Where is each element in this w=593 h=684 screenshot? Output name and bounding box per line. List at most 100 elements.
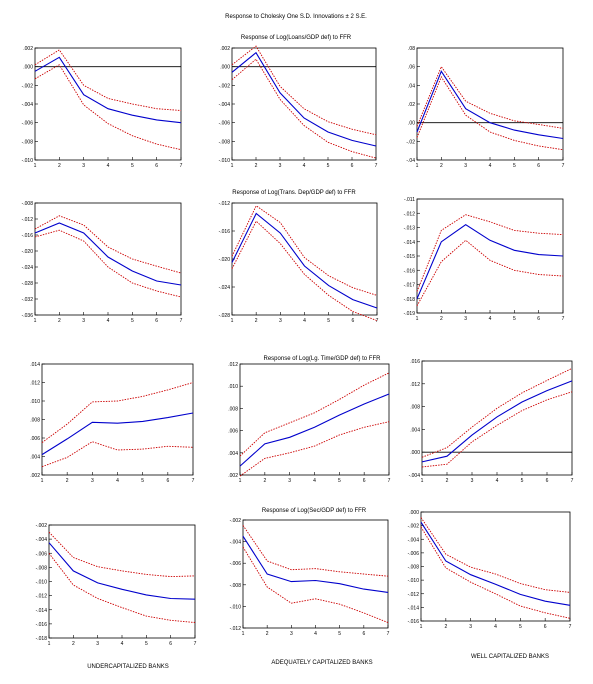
x-tick-label: 5 — [327, 318, 330, 324]
x-tick-label: 6 — [169, 641, 172, 647]
plot-frame — [421, 360, 573, 476]
x-tick-label: 1 — [231, 163, 234, 169]
x-tick-label: 5 — [131, 163, 134, 169]
x-tick-label: 4 — [314, 631, 317, 637]
x-tick-label: 5 — [338, 478, 341, 484]
x-tick-label: 7 — [180, 318, 183, 324]
confidence-band-lower — [239, 421, 390, 477]
x-tick-label: 2 — [263, 478, 266, 484]
column-label-adequately-capitalized: ADEQUATELY CAPITALIZED BANKS — [271, 660, 372, 666]
confidence-band-upper — [34, 49, 182, 111]
y-tick-label: -.012 — [219, 201, 231, 207]
x-tick-label: 4 — [489, 316, 492, 322]
x-tick-label: 7 — [194, 641, 197, 647]
impulse-response-line — [420, 521, 571, 606]
confidence-band-upper — [231, 205, 378, 296]
irf-panel-10: -.002 -.004 -.006 -.008 -.010 -.012 -.014 -.016… — [36, 523, 197, 647]
x-tick-label: 3 — [290, 631, 293, 637]
y-tick-label: -.010 — [22, 158, 34, 164]
x-tick-label: 3 — [82, 163, 85, 169]
y-tick-label: -.002 — [36, 523, 48, 529]
x-tick-label: 3 — [279, 163, 282, 169]
confidence-band-upper — [416, 214, 564, 292]
y-tick-label: .012 — [30, 381, 40, 387]
y-tick-label: .04 — [408, 83, 415, 89]
y-tick-label: -.016 — [36, 622, 48, 628]
x-tick-label: 3 — [471, 478, 474, 484]
irf-panel-3: .08 .06 .04 .02 .00 -.02 -.041 2 3 4 5 6 7 — [406, 46, 564, 169]
x-tick-label: 7 — [180, 163, 183, 169]
plot-frame — [34, 202, 182, 316]
x-tick-label: 2 — [444, 624, 447, 630]
irf-panel-4: -.008 -.012 -.016 -.020 -.024 -.028 -.032 -.036… — [22, 201, 183, 324]
x-tick-label: 5 — [141, 478, 144, 484]
y-tick-label: .012 — [228, 362, 238, 368]
y-tick-label: -.011 — [404, 197, 415, 203]
x-tick-label: 1 — [420, 624, 423, 630]
y-tick-label: -.012 — [36, 594, 48, 600]
y-tick-label: .006 — [30, 436, 40, 442]
impulse-response-line — [421, 380, 573, 463]
confidence-band-lower — [231, 58, 377, 159]
x-tick-label: 3 — [469, 624, 472, 630]
plot-frame — [41, 363, 194, 476]
x-tick-label: 6 — [537, 316, 540, 322]
y-tick-label: -.006 — [22, 121, 34, 127]
y-tick-label: -.02 — [406, 139, 415, 145]
y-tick-label: -.014 — [404, 240, 416, 246]
x-tick-label: 1 — [41, 478, 44, 484]
x-tick-label: 7 — [375, 163, 378, 169]
x-tick-label: 3 — [464, 316, 467, 322]
x-tick-label: 4 — [496, 478, 499, 484]
x-tick-label: 2 — [266, 631, 269, 637]
x-tick-label: 4 — [116, 478, 119, 484]
y-tick-label: -.008 — [230, 583, 242, 589]
confidence-band-upper — [41, 382, 194, 443]
x-tick-label: 4 — [489, 163, 492, 169]
y-tick-label: -.016 — [22, 233, 34, 239]
impulse-response-line — [41, 412, 194, 456]
plot-frame — [239, 363, 390, 476]
x-tick-label: 5 — [145, 641, 148, 647]
y-tick-label: .08 — [408, 46, 415, 52]
confidence-band-lower — [41, 441, 194, 468]
y-tick-label: -.010 — [36, 580, 48, 586]
y-tick-label: -.018 — [36, 636, 48, 642]
x-tick-label: 1 — [242, 631, 245, 637]
y-tick-label: -.008 — [408, 565, 420, 571]
confidence-band-upper — [34, 215, 182, 274]
x-tick-label: 1 — [34, 318, 37, 324]
x-tick-label: 1 — [416, 163, 419, 169]
y-tick-label: .008 — [30, 418, 40, 424]
y-tick-label: .02 — [408, 102, 415, 108]
y-tick-label: .000 — [23, 65, 33, 71]
x-tick-label: 2 — [255, 318, 258, 324]
y-tick-label: .002 — [228, 473, 238, 479]
y-tick-label: .06 — [408, 65, 415, 71]
plot-frame — [416, 198, 564, 314]
y-tick-label: -.019 — [404, 311, 416, 317]
x-tick-label: 4 — [121, 641, 124, 647]
column-label-undercapitalized: UNDERCAPITALIZED BANKS — [87, 664, 169, 670]
y-tick-label: .008 — [228, 406, 238, 412]
y-tick-label: .00 — [408, 121, 415, 127]
x-tick-label: 4 — [313, 478, 316, 484]
plot-frame — [231, 202, 378, 316]
x-tick-label: 1 — [239, 478, 242, 484]
y-tick-label: .016 — [410, 359, 420, 365]
impulse-response-line — [416, 70, 564, 140]
y-tick-label: -.010 — [219, 158, 231, 164]
y-tick-label: -.012 — [230, 626, 242, 632]
y-tick-label: -.013 — [404, 226, 416, 232]
confidence-band-upper — [420, 517, 571, 593]
y-tick-label: -.006 — [408, 551, 420, 557]
x-tick-label: 7 — [192, 478, 195, 484]
x-tick-label: 2 — [58, 318, 61, 324]
confidence-band-lower — [416, 75, 564, 151]
figure-title: Response to Cholesky One S.D. Innovation… — [225, 14, 367, 20]
y-tick-label: -.006 — [36, 551, 48, 557]
y-tick-label: .004 — [410, 427, 420, 433]
